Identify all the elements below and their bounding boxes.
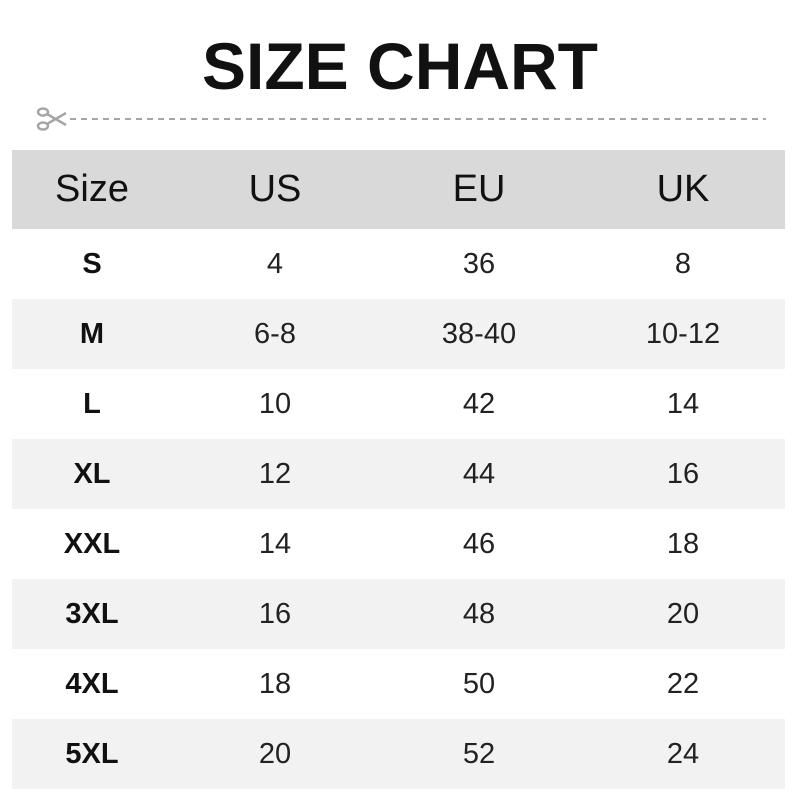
cell-size: XL bbox=[73, 457, 111, 490]
table-row: S 4 36 8 bbox=[12, 229, 785, 299]
cell-us: 14 bbox=[258, 527, 292, 560]
cell-eu: 50 bbox=[462, 667, 496, 700]
cell-uk: 14 bbox=[666, 387, 700, 420]
cell-us: 18 bbox=[258, 667, 292, 700]
cell-uk: 8 bbox=[674, 247, 692, 280]
table-row: M 6-8 38-40 10-12 bbox=[12, 299, 785, 369]
column-header-us: US bbox=[248, 168, 302, 210]
cell-uk: 20 bbox=[666, 597, 700, 630]
cell-uk: 10-12 bbox=[645, 317, 721, 350]
cell-uk: 18 bbox=[666, 527, 700, 560]
cell-eu: 46 bbox=[462, 527, 496, 560]
cut-line bbox=[36, 107, 766, 131]
cell-eu: 36 bbox=[462, 247, 496, 280]
table-row: XL 12 44 16 bbox=[12, 439, 785, 509]
cell-size: L bbox=[83, 387, 101, 420]
cell-uk: 16 bbox=[666, 457, 700, 490]
cell-eu: 42 bbox=[462, 387, 496, 420]
cell-eu: 44 bbox=[462, 457, 496, 490]
table-row: 4XL 18 50 22 bbox=[12, 649, 785, 719]
cell-us: 4 bbox=[266, 247, 284, 280]
cell-size: XXL bbox=[63, 527, 121, 560]
cell-us: 6-8 bbox=[254, 317, 296, 350]
cell-us: 16 bbox=[258, 597, 292, 630]
cell-us: 12 bbox=[258, 457, 292, 490]
cell-us: 20 bbox=[258, 737, 292, 770]
cell-size: 4XL bbox=[65, 667, 119, 700]
cell-eu: 52 bbox=[462, 737, 496, 770]
table-row: L 10 42 14 bbox=[12, 369, 785, 439]
column-header-eu: EU bbox=[452, 168, 506, 210]
table-row: 5XL 20 52 24 bbox=[12, 719, 785, 789]
column-header-uk: UK bbox=[656, 168, 710, 210]
table-header: Size US EU UK bbox=[12, 150, 785, 229]
page-title: SIZE CHART bbox=[202, 29, 598, 103]
cell-size: M bbox=[79, 317, 105, 350]
cell-size: S bbox=[82, 247, 102, 280]
scissors-icon bbox=[36, 107, 67, 131]
table-row: XXL 14 46 18 bbox=[12, 509, 785, 579]
cell-us: 10 bbox=[258, 387, 292, 420]
cell-uk: 24 bbox=[666, 737, 700, 770]
cell-uk: 22 bbox=[666, 667, 700, 700]
cell-eu: 38-40 bbox=[441, 317, 517, 350]
cell-size: 3XL bbox=[65, 597, 119, 630]
column-header-size: Size bbox=[55, 168, 129, 210]
cell-size: 5XL bbox=[65, 737, 119, 770]
size-table: Size US EU UK S 4 36 8 M 6-8 38-40 10-12 L 10 42 14… bbox=[12, 150, 785, 789]
cell-eu: 48 bbox=[462, 597, 496, 630]
table-row: 3XL 16 48 20 bbox=[12, 579, 785, 649]
